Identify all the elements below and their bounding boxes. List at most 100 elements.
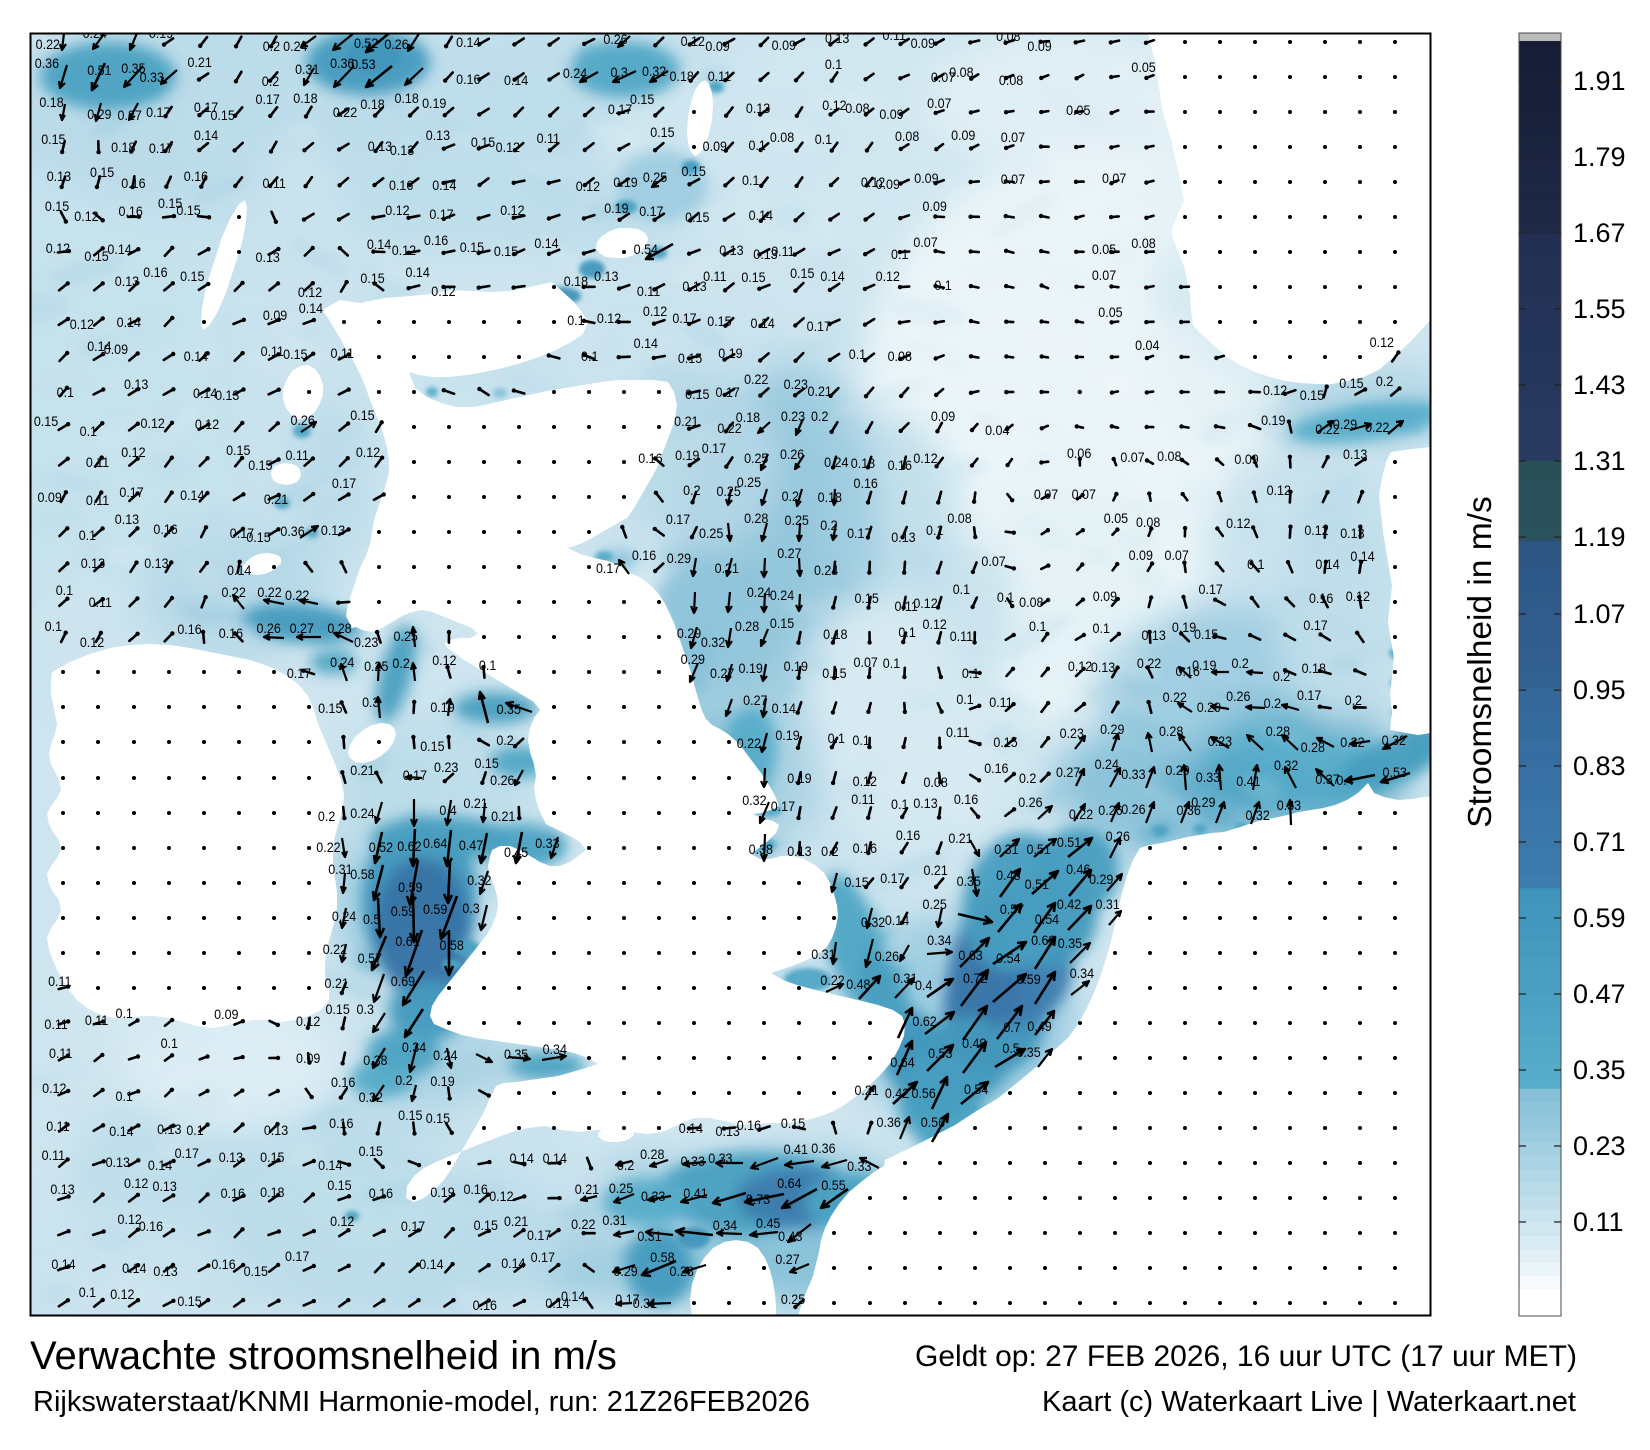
svg-text:0.41: 0.41	[1236, 774, 1260, 790]
svg-text:0.11: 0.11	[44, 1017, 67, 1033]
svg-text:0.13: 0.13	[106, 1155, 130, 1171]
svg-text:0.12: 0.12	[597, 311, 621, 327]
svg-text:0.63: 0.63	[958, 948, 982, 964]
svg-text:0.1: 0.1	[581, 349, 598, 365]
svg-text:0.17: 0.17	[175, 1146, 199, 1162]
svg-text:0.22: 0.22	[1069, 807, 1093, 823]
svg-text:0.31: 0.31	[1096, 897, 1120, 913]
svg-text:0.07: 0.07	[1102, 171, 1126, 187]
svg-text:0.49: 0.49	[1027, 1019, 1051, 1035]
svg-text:0.12: 0.12	[70, 317, 94, 333]
svg-text:0.26: 0.26	[1226, 689, 1250, 705]
svg-text:0.12: 0.12	[195, 417, 219, 433]
svg-text:0.17: 0.17	[146, 105, 170, 121]
svg-text:0.1: 0.1	[116, 1006, 133, 1022]
svg-text:0.17: 0.17	[403, 768, 427, 784]
svg-text:0.13: 0.13	[390, 143, 414, 159]
svg-text:0.1: 0.1	[742, 173, 759, 189]
svg-text:0.53: 0.53	[1383, 765, 1407, 781]
svg-text:0.15: 0.15	[678, 351, 702, 367]
svg-text:0.33: 0.33	[681, 1154, 705, 1170]
svg-text:0.33: 0.33	[140, 70, 164, 86]
svg-text:0.07: 0.07	[1120, 450, 1144, 466]
svg-text:0.05: 0.05	[1131, 60, 1155, 76]
svg-text:0.15: 0.15	[283, 347, 307, 363]
svg-text:0.25: 0.25	[609, 1181, 633, 1197]
svg-text:0.17: 0.17	[639, 204, 663, 220]
svg-text:0.62: 0.62	[397, 839, 421, 855]
svg-text:0.64: 0.64	[423, 836, 447, 852]
svg-text:0.13: 0.13	[1343, 447, 1367, 463]
svg-text:0.26: 0.26	[384, 37, 408, 53]
svg-text:0.23: 0.23	[1208, 734, 1232, 750]
svg-text:0.16: 0.16	[854, 476, 878, 492]
svg-text:0.31: 0.31	[633, 1296, 657, 1312]
svg-text:0.08: 0.08	[923, 775, 947, 791]
svg-text:0.13: 0.13	[115, 512, 139, 528]
svg-text:0.12: 0.12	[822, 98, 846, 114]
svg-text:0.13: 0.13	[825, 31, 849, 47]
svg-text:0.1: 0.1	[479, 658, 496, 674]
svg-text:0.12: 0.12	[1304, 523, 1328, 539]
svg-text:0.2: 0.2	[1273, 669, 1290, 685]
svg-text:0.22: 0.22	[285, 588, 309, 604]
svg-text:0.19: 0.19	[675, 448, 699, 464]
svg-text:0.33: 0.33	[708, 1151, 732, 1167]
svg-text:0.13: 0.13	[264, 1123, 288, 1139]
svg-text:0.14: 0.14	[122, 1261, 146, 1277]
svg-text:0.16: 0.16	[221, 1186, 245, 1202]
svg-text:0.12: 0.12	[913, 596, 937, 612]
svg-text:0.23: 0.23	[784, 377, 808, 393]
svg-text:0.28: 0.28	[670, 1264, 694, 1280]
svg-text:0.36: 0.36	[330, 56, 354, 72]
svg-text:0.05: 0.05	[1066, 103, 1090, 119]
svg-text:0.09: 0.09	[1093, 589, 1117, 605]
svg-text:0.45: 0.45	[756, 1216, 780, 1232]
svg-text:0.24: 0.24	[747, 585, 771, 601]
svg-text:0.22: 0.22	[323, 942, 347, 958]
svg-text:0.3: 0.3	[362, 695, 379, 711]
svg-text:0.25: 0.25	[923, 897, 947, 913]
svg-text:0.14: 0.14	[109, 1124, 133, 1140]
svg-text:0.29: 0.29	[87, 107, 111, 123]
svg-text:0.15: 0.15	[246, 530, 270, 546]
svg-text:0.15: 0.15	[158, 196, 182, 212]
svg-text:0.13: 0.13	[153, 1179, 177, 1195]
svg-text:0.14: 0.14	[194, 128, 218, 144]
svg-text:0.27: 0.27	[743, 693, 767, 709]
svg-text:0.32: 0.32	[742, 793, 766, 809]
svg-text:0.3: 0.3	[462, 901, 479, 917]
svg-text:0.14: 0.14	[148, 1158, 172, 1174]
svg-text:0.2: 0.2	[262, 74, 279, 90]
svg-text:0.31: 0.31	[893, 971, 917, 987]
svg-text:0.69: 0.69	[1031, 933, 1055, 949]
svg-text:0.21: 0.21	[575, 1182, 599, 1198]
svg-text:0.15: 0.15	[176, 203, 200, 219]
svg-text:0.36: 0.36	[1176, 803, 1200, 819]
svg-text:0.58: 0.58	[350, 867, 374, 883]
svg-text:0.07: 0.07	[1001, 130, 1025, 146]
svg-text:0.13: 0.13	[321, 523, 345, 539]
svg-text:0.14: 0.14	[432, 178, 456, 194]
svg-text:0.16: 0.16	[638, 451, 662, 467]
svg-text:0.13: 0.13	[47, 169, 71, 185]
svg-text:0.12: 0.12	[876, 269, 900, 285]
svg-text:0.2: 0.2	[1345, 693, 1362, 709]
svg-text:0.24: 0.24	[283, 39, 307, 55]
svg-text:0.16: 0.16	[1309, 591, 1333, 607]
svg-text:0.18: 0.18	[260, 1185, 284, 1201]
svg-text:0.05: 0.05	[1104, 511, 1128, 527]
svg-text:0.25: 0.25	[737, 475, 761, 491]
svg-text:0.28: 0.28	[327, 621, 351, 637]
svg-text:0.1: 0.1	[57, 385, 74, 401]
svg-text:0.28: 0.28	[1301, 740, 1325, 756]
svg-text:0.21: 0.21	[808, 384, 832, 400]
svg-text:0.38: 0.38	[363, 1053, 387, 1069]
svg-text:0.19: 0.19	[430, 700, 454, 716]
svg-text:0.34: 0.34	[713, 1218, 737, 1234]
svg-text:0.15: 0.15	[45, 199, 69, 215]
svg-text:0.29: 0.29	[681, 652, 705, 668]
svg-text:0.21: 0.21	[491, 809, 515, 825]
svg-text:0.15: 0.15	[426, 1111, 450, 1127]
svg-text:0.16: 0.16	[118, 204, 142, 220]
